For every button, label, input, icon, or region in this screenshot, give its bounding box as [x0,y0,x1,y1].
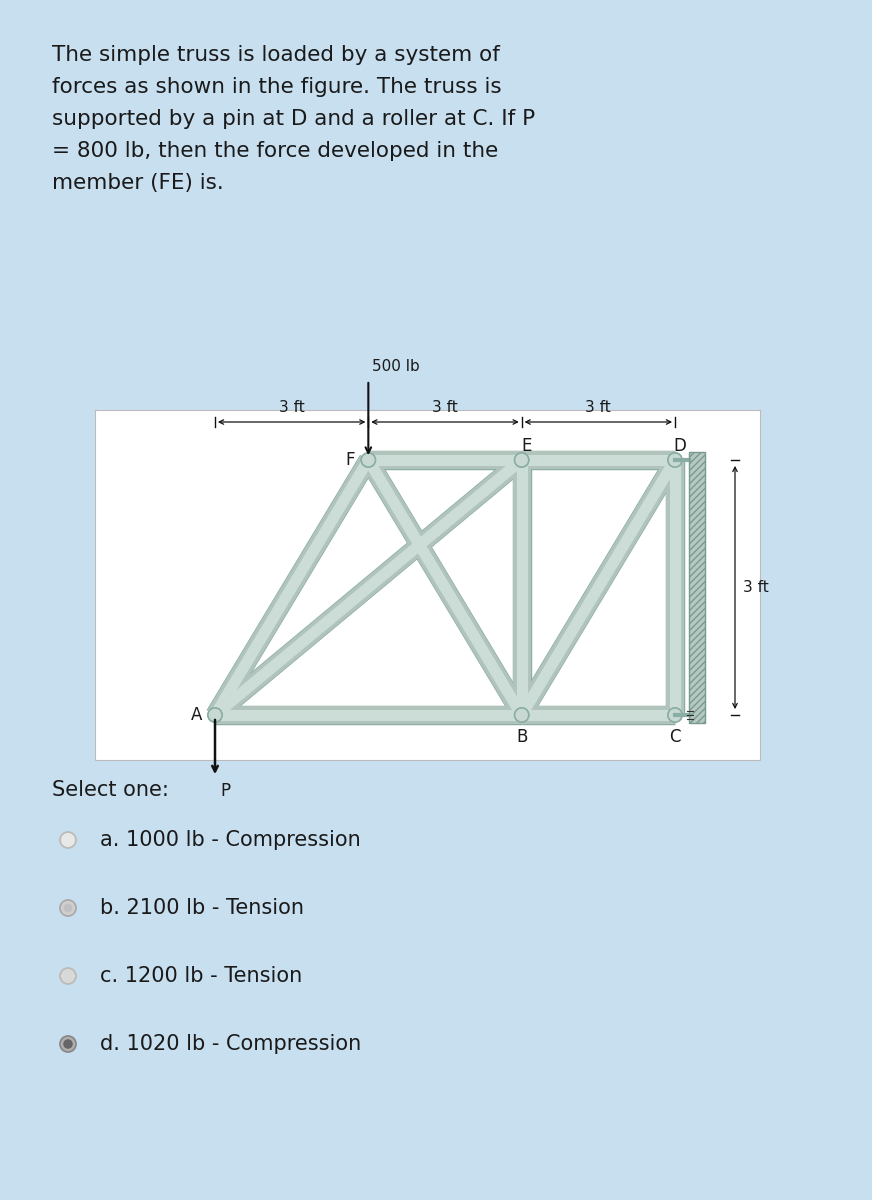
Circle shape [60,1036,76,1052]
Text: a. 1000 lb - Compression: a. 1000 lb - Compression [100,830,361,850]
Circle shape [64,904,72,912]
Text: C: C [669,728,681,746]
Text: member (FE) is.: member (FE) is. [52,173,224,193]
Circle shape [208,708,222,722]
Text: c. 1200 lb - Tension: c. 1200 lb - Tension [100,966,303,986]
Text: b. 2100 lb - Tension: b. 2100 lb - Tension [100,898,304,918]
Circle shape [667,452,683,468]
Bar [95,410,760,760]
Circle shape [207,707,223,722]
Circle shape [668,708,682,722]
Text: P: P [220,782,230,800]
Text: supported by a pin at D and a roller at C. If P: supported by a pin at D and a roller at … [52,109,535,128]
Circle shape [514,452,529,468]
Text: 500 lb: 500 lb [372,359,420,374]
Circle shape [667,707,683,722]
Circle shape [514,708,528,722]
Text: 3 ft: 3 ft [585,400,611,415]
Circle shape [514,707,529,722]
Text: The simple truss is loaded by a system of: The simple truss is loaded by a system o… [52,44,500,65]
Circle shape [60,900,76,916]
Circle shape [360,452,377,468]
Circle shape [60,832,76,848]
Text: 3 ft: 3 ft [743,580,769,595]
Circle shape [514,452,528,467]
Text: = 800 lb, then the force developed in the: = 800 lb, then the force developed in th… [52,140,498,161]
Circle shape [60,968,76,984]
Text: E: E [521,437,532,455]
Bar [689,452,705,722]
Text: 3 ft: 3 ft [433,400,458,415]
Text: D: D [673,437,686,455]
Circle shape [63,1039,72,1049]
Bar [689,452,705,722]
Text: d. 1020 lb - Compression: d. 1020 lb - Compression [100,1034,361,1054]
Text: Select one:: Select one: [52,780,169,800]
Circle shape [668,452,682,467]
Text: B: B [516,728,528,746]
Text: F: F [346,451,355,469]
Text: 3 ft: 3 ft [279,400,304,415]
Text: forces as shown in the figure. The truss is: forces as shown in the figure. The truss… [52,77,501,97]
Text: A: A [191,706,202,724]
Circle shape [361,452,375,467]
